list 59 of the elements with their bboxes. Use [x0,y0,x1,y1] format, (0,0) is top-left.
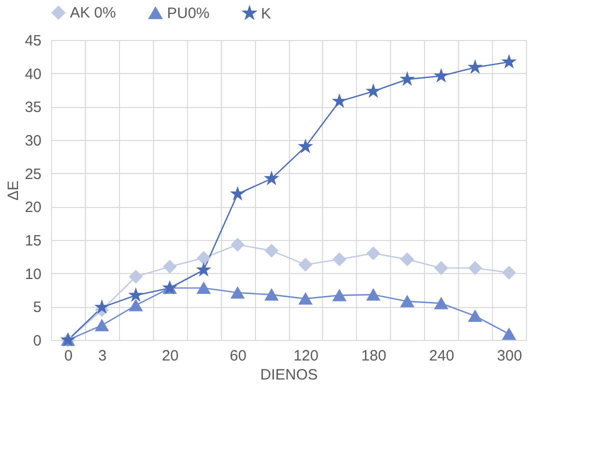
point [502,266,516,280]
point [332,94,346,107]
point [366,84,380,97]
point [502,328,516,340]
y-tick-label: 30 [24,132,42,150]
point [434,261,448,275]
point [230,286,244,299]
point [434,69,448,82]
x-tick-label: 300 [497,348,522,364]
x-tick-label: 120 [293,348,318,364]
x-tick-label: 20 [162,348,179,364]
point [299,140,312,152]
point [468,60,482,73]
y-tick-label: 20 [24,199,42,216]
x-tick-label: 240 [429,348,454,364]
point [129,288,142,301]
point [197,263,210,276]
point [400,252,414,266]
y-tick-label: 5 [33,299,42,316]
point [129,270,143,284]
x-tick-label: 0 [64,348,73,364]
point [95,300,108,313]
y-tick-label: 40 [24,66,42,83]
point [366,288,380,301]
point [196,251,210,265]
legend-label: K [261,5,272,22]
y-tick-label: 10 [24,266,42,283]
y-tick-label: 35 [24,99,42,116]
y-tick-label: 0 [33,332,42,350]
point [468,261,482,275]
y-axis-title: ΔE [4,180,22,201]
y-tick-label: 45 [24,32,42,50]
y-tick-label: 15 [24,232,42,250]
x-tick-label: 60 [230,348,246,364]
point [298,258,312,272]
point [332,252,346,266]
point [366,246,380,260]
point [264,288,278,301]
point [230,238,244,252]
point [434,297,448,310]
x-tick-label: 180 [361,348,386,364]
point [129,299,143,312]
point [502,55,516,68]
x-axis-title: DIENOS [260,366,318,384]
x-tick-label: 3 [98,348,107,364]
point [264,244,278,258]
point [332,289,346,302]
legend-label: PU0% [167,5,210,22]
point [400,295,414,308]
point [265,172,278,184]
point [298,292,312,305]
point [231,187,244,200]
point [468,310,482,322]
y-tick-label: 25 [24,166,42,183]
point [196,282,210,294]
point [163,260,176,274]
point [400,72,414,85]
point [95,319,109,332]
legend-label: AK 0% [70,4,116,22]
